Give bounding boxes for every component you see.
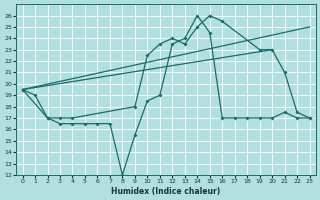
X-axis label: Humidex (Indice chaleur): Humidex (Indice chaleur) xyxy=(111,187,221,196)
